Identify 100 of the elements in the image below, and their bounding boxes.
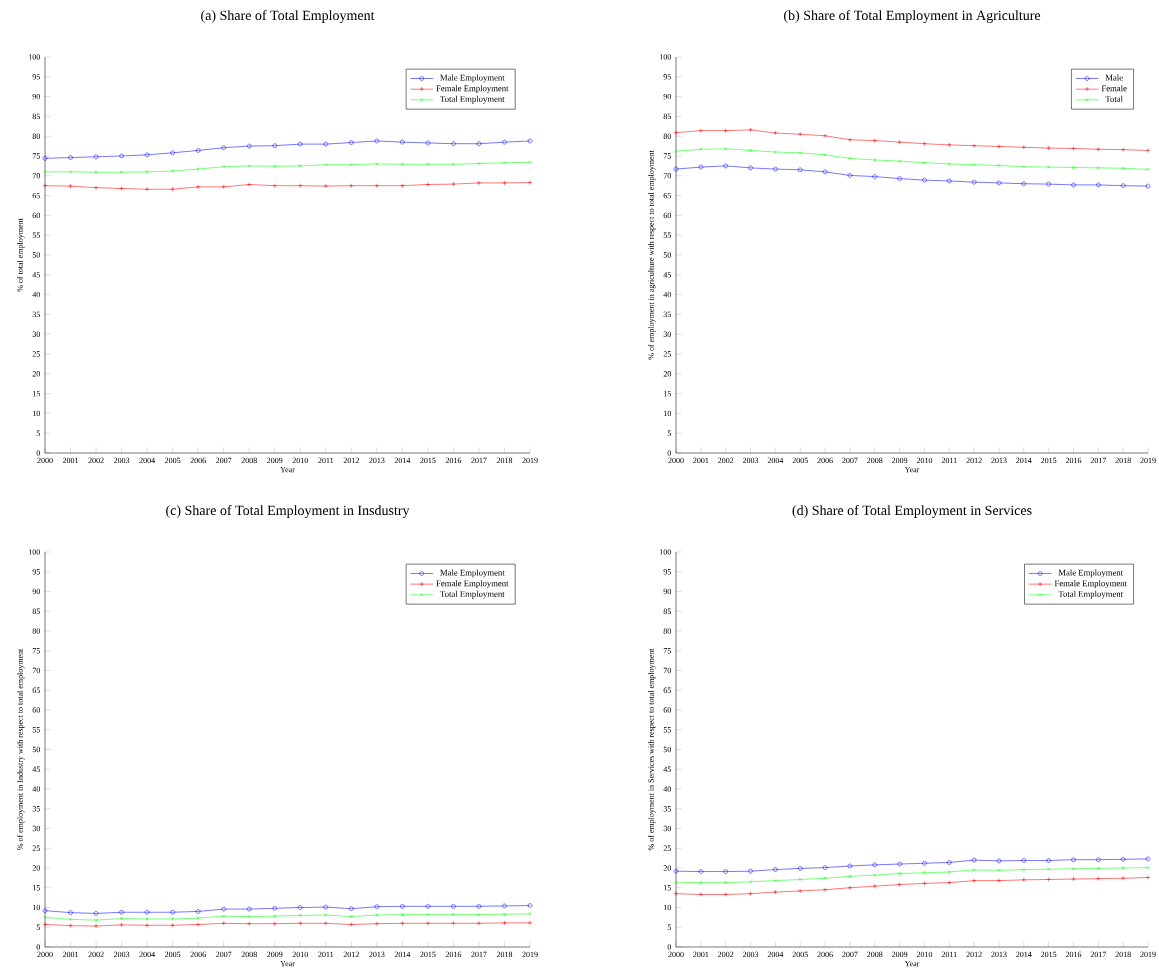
point — [400, 912, 405, 917]
point — [119, 909, 124, 915]
point — [922, 177, 927, 183]
y-tick-label: 55 — [663, 232, 671, 238]
point — [773, 878, 778, 883]
y-tick-label: 60 — [32, 707, 40, 713]
x-tick-label: 2011 — [318, 457, 334, 464]
legend-label: Female Employment — [436, 580, 509, 588]
y-tick-label: 60 — [663, 707, 671, 713]
point — [195, 909, 201, 914]
y-tick-label: 45 — [32, 272, 40, 278]
point — [145, 917, 149, 921]
point — [272, 906, 278, 911]
y-tick-label: 20 — [663, 371, 671, 377]
point — [170, 917, 175, 921]
point — [872, 138, 878, 143]
y-tick-label: 20 — [32, 865, 40, 871]
y-tick-label: 80 — [663, 133, 671, 139]
point — [1046, 181, 1051, 187]
point — [1021, 145, 1027, 150]
x-tick-label: 2013 — [369, 951, 385, 958]
point — [997, 163, 1001, 168]
point — [748, 880, 753, 884]
y-tick-label: 35 — [663, 311, 671, 318]
y-tick-label: 30 — [32, 331, 40, 337]
x-tick-label: 2000 — [37, 951, 53, 958]
point — [1021, 877, 1027, 883]
point — [477, 161, 481, 166]
point — [798, 151, 802, 155]
x-tick-label: 2012 — [966, 457, 982, 464]
x-tick-label: 2005 — [164, 951, 181, 958]
x-tick-label: 2001 — [62, 457, 79, 464]
point — [822, 133, 828, 139]
point — [502, 161, 507, 165]
x-tick-label: 2017 — [471, 951, 487, 958]
y-tick-label: 90 — [663, 588, 671, 595]
legend-label: Male — [1105, 74, 1123, 81]
point — [298, 913, 302, 918]
point — [748, 127, 753, 133]
point — [93, 154, 99, 160]
x-tick-label: 2019 — [522, 951, 538, 958]
y-axis-title: % of total employment — [17, 218, 25, 292]
point — [797, 167, 803, 173]
point — [451, 912, 456, 917]
y-tick-label: 65 — [663, 687, 671, 693]
point — [425, 182, 431, 187]
point — [1121, 166, 1125, 170]
y-tick-label: 100 — [660, 549, 671, 555]
y-tick-label: 95 — [663, 74, 671, 80]
y-tick-label: 40 — [663, 786, 671, 792]
x-tick-label: 2006 — [190, 457, 206, 464]
x-tick-label: 2006 — [817, 951, 833, 958]
point — [273, 914, 277, 918]
y-tick-label: 80 — [32, 133, 40, 139]
point — [502, 180, 507, 186]
point — [1120, 147, 1126, 152]
x-tick-label: 2003 — [742, 457, 759, 464]
point — [748, 148, 753, 153]
y-tick-label: 50 — [663, 252, 671, 258]
y-tick-label: 10 — [33, 904, 40, 911]
point — [847, 863, 853, 869]
point — [1120, 876, 1126, 881]
x-tick-label: 2012 — [343, 951, 359, 958]
y-tick-label: 75 — [663, 648, 671, 654]
point — [502, 920, 507, 926]
x-axis-title: Year — [904, 466, 920, 473]
point — [847, 137, 853, 143]
point — [144, 186, 150, 192]
point — [748, 868, 753, 874]
point — [195, 148, 201, 153]
chart-title: (a) Share of Total Employment — [201, 10, 375, 23]
point — [724, 147, 728, 151]
x-tick-label: 2000 — [668, 951, 684, 958]
point — [195, 184, 201, 190]
y-tick-label: 80 — [663, 628, 671, 634]
point — [425, 140, 431, 146]
point — [822, 169, 828, 175]
x-tick-label: 2008 — [867, 457, 883, 464]
point — [323, 141, 329, 147]
point — [298, 164, 302, 168]
y-tick-label: 35 — [32, 311, 40, 318]
point — [1096, 146, 1101, 152]
point — [374, 138, 380, 144]
legend-label: Female Employment — [1054, 580, 1127, 588]
point — [119, 186, 124, 191]
x-tick-label: 2014 — [1016, 457, 1032, 464]
point — [272, 921, 278, 926]
point — [196, 916, 200, 920]
point — [221, 145, 226, 150]
point — [797, 131, 803, 137]
point — [170, 909, 175, 915]
point — [1120, 857, 1126, 862]
x-tick-label: 2011 — [318, 951, 334, 958]
x-tick-label: 2004 — [767, 951, 784, 958]
y-tick-label: 55 — [663, 727, 671, 733]
point — [94, 170, 98, 174]
y-tick-label: 5 — [36, 430, 40, 436]
y-tick-label: 35 — [663, 806, 671, 812]
y-tick-label: 0 — [667, 944, 671, 950]
y-tick-label: 5 — [36, 924, 40, 930]
